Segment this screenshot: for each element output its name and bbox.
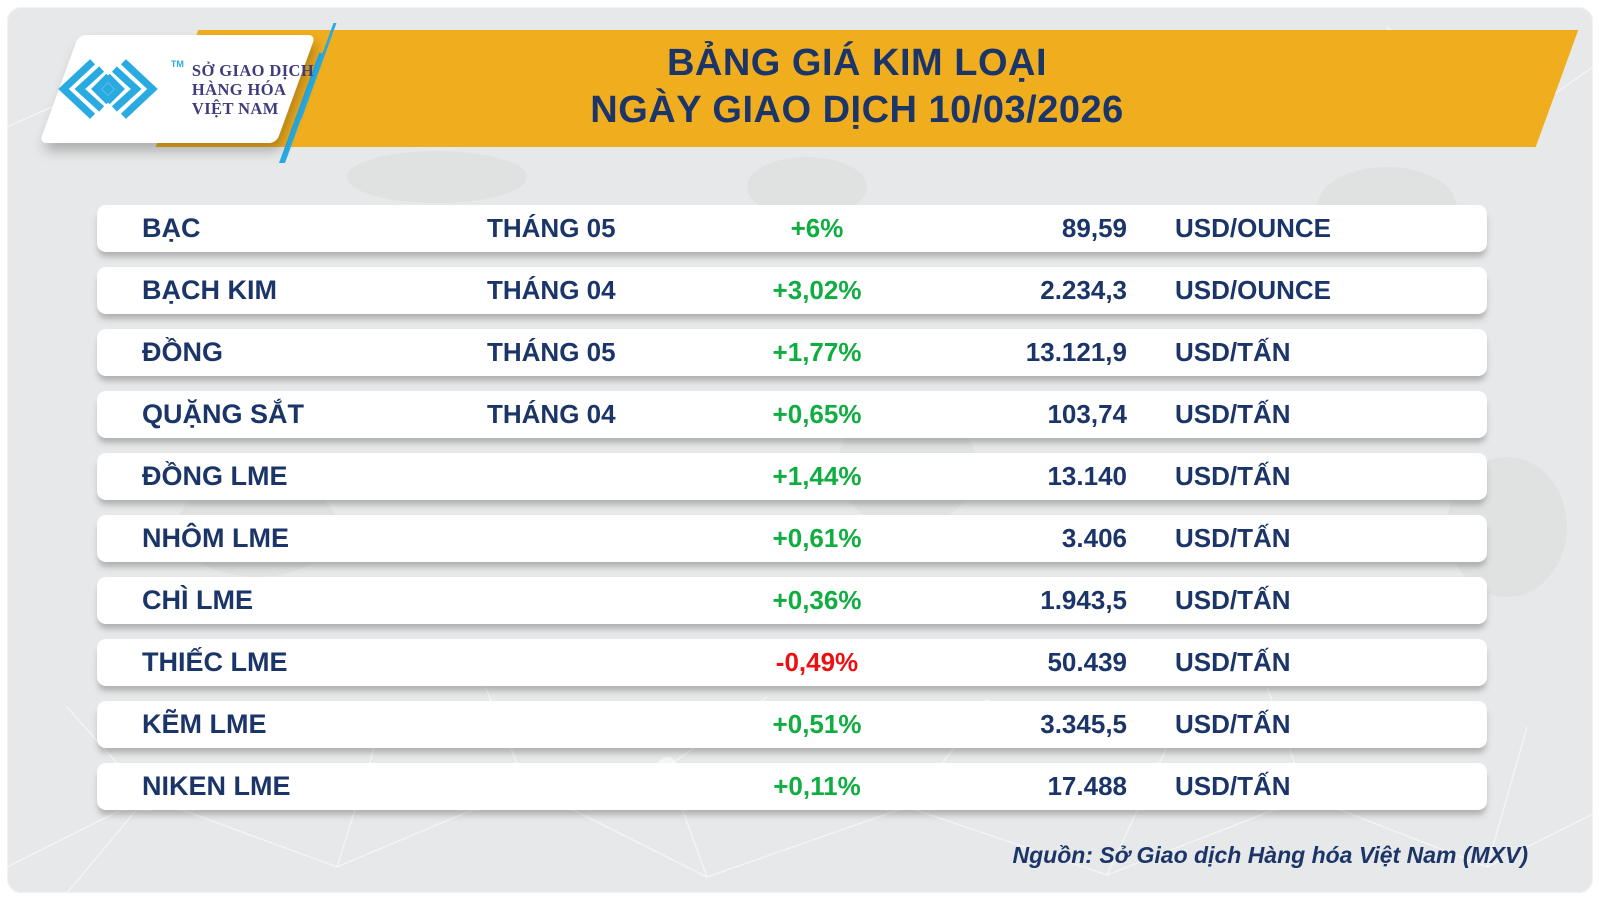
- infographic-canvas: TM SỞ GIAO DỊCH HÀNG HÓA VIỆT NAM BẢNG G…: [7, 7, 1593, 893]
- price-unit: USD/TẤN: [1175, 399, 1291, 429]
- table-row: NHÔM LME +0,61% 3.406 USD/TẤN: [97, 515, 1487, 562]
- table-row: KẼM LME +0,51% 3.345,5 USD/TẤN: [97, 701, 1487, 748]
- percent-change: +0,61%: [772, 523, 862, 553]
- percent-change: +0,36%: [772, 585, 862, 615]
- table-row: NIKEN LME +0,11% 17.488 USD/TẤN: [97, 763, 1487, 810]
- trademark-label: TM: [170, 59, 184, 69]
- commodity-name: KẼM LME: [142, 709, 267, 739]
- price-unit: USD/TẤN: [1175, 585, 1291, 615]
- commodity-name: QUẶNG SẮT: [142, 399, 304, 429]
- table-row: CHÌ LME +0,36% 1.943,5 USD/TẤN: [97, 577, 1487, 624]
- price-value: 13.121,9: [1025, 337, 1127, 367]
- percent-change: -0,49%: [775, 647, 859, 677]
- price-unit: USD/TẤN: [1175, 647, 1291, 677]
- price-value: 3.406: [1061, 523, 1127, 553]
- contract-month: THÁNG 05: [487, 337, 616, 367]
- commodity-name: ĐỒNG LME: [142, 461, 288, 491]
- source-note: Nguồn: Sở Giao dịch Hàng hóa Việt Nam (M…: [1012, 842, 1528, 868]
- price-unit: USD/TẤN: [1175, 709, 1291, 739]
- table-row: ĐỒNG LME +1,44% 13.140 USD/TẤN: [97, 453, 1487, 500]
- page-title: BẢNG GIÁ KIM LOẠI NGÀY GIAO DỊCH 10/03/2…: [212, 40, 1502, 134]
- price-value: 17.488: [1047, 771, 1127, 801]
- commodity-name: THIẾC LME: [142, 647, 288, 677]
- table-row: BẠC THÁNG 05 +6% 89,59 USD/OUNCE: [97, 205, 1487, 252]
- price-value: 3.345,5: [1040, 709, 1127, 739]
- percent-change: +0,11%: [773, 771, 861, 801]
- percent-change: +1,44%: [772, 461, 862, 491]
- contract-month: THÁNG 04: [487, 399, 616, 429]
- percent-change: +0,65%: [772, 399, 862, 429]
- price-table: BẠC THÁNG 05 +6% 89,59 USD/OUNCE BẠCH KIM THÁN…: [97, 205, 1487, 825]
- table-row: THIẾC LME -0,49% 50.439 USD/TẤN: [97, 639, 1487, 686]
- price-value: 2.234,3: [1040, 275, 1127, 305]
- percent-change: +3,02%: [772, 275, 862, 305]
- commodity-name: BẠC: [142, 213, 201, 243]
- commodity-name: NHÔM LME: [142, 523, 289, 553]
- price-unit: USD/TẤN: [1175, 771, 1291, 801]
- percent-change: +0,51%: [772, 709, 862, 739]
- price-value: 89,59: [1061, 213, 1127, 243]
- price-value: 1.943,5: [1040, 585, 1127, 615]
- price-value: 13.140: [1047, 461, 1127, 491]
- price-unit: USD/TẤN: [1175, 523, 1291, 553]
- page-title-line-1: BẢNG GIÁ KIM LOẠI: [666, 42, 1048, 84]
- page-title-line-2: NGÀY GIAO DỊCH 10/03/2026: [590, 89, 1124, 131]
- price-value: 50.439: [1047, 647, 1127, 677]
- price-unit: USD/TẤN: [1175, 337, 1291, 367]
- mxv-logo-card: TM SỞ GIAO DỊCH HÀNG HÓA VIỆT NAM: [39, 35, 316, 143]
- price-unit: USD/OUNCE: [1175, 213, 1332, 243]
- price-unit: USD/OUNCE: [1175, 275, 1332, 305]
- commodity-name: NIKEN LME: [142, 771, 291, 801]
- commodity-name: CHÌ LME: [142, 585, 253, 615]
- table-row: QUẶNG SẮT THÁNG 04 +0,65% 103,74 USD/TẤN: [97, 391, 1487, 438]
- contract-month: THÁNG 05: [487, 213, 616, 243]
- table-row: ĐỒNG THÁNG 05 +1,77% 13.121,9 USD/TẤN: [97, 329, 1487, 376]
- mxv-logo-icon: [58, 59, 158, 119]
- percent-change: +6%: [790, 213, 844, 243]
- commodity-name: ĐỒNG: [142, 337, 223, 367]
- price-unit: USD/TẤN: [1175, 461, 1291, 491]
- table-row: BẠCH KIM THÁNG 04 +3,02% 2.234,3 USD/OUNCE: [97, 267, 1487, 314]
- percent-change: +1,77%: [772, 337, 862, 367]
- price-value: 103,74: [1047, 399, 1127, 429]
- contract-month: THÁNG 04: [487, 275, 616, 305]
- commodity-name: BẠCH KIM: [142, 275, 277, 305]
